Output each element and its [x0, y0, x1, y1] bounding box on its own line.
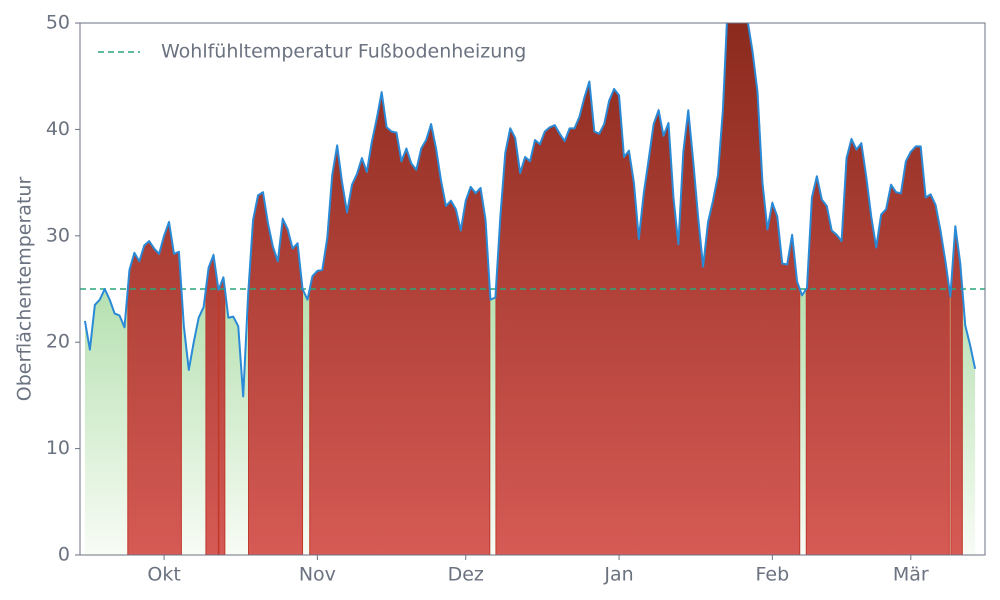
x-tick-label: Dez [448, 564, 484, 586]
y-tick-label: 40 [46, 118, 70, 140]
y-tick-label: 30 [46, 224, 70, 246]
x-tick-label: Mär [893, 564, 929, 586]
y-tick-label: 10 [46, 437, 70, 459]
y-axis-label: Oberflächentemperatur [14, 177, 36, 402]
y-tick-label: 50 [46, 12, 70, 34]
legend-label: Wohlfühltemperatur Fußbodenheizung [161, 41, 526, 63]
y-tick-label: 20 [46, 331, 70, 353]
area-above [218, 277, 226, 555]
plot-frame [79, 22, 986, 556]
y-tick-label: 0 [58, 544, 70, 566]
x-tick-label: Feb [756, 564, 790, 586]
x-tick-label: Nov [299, 564, 336, 586]
x-tick-label: Jan [603, 564, 633, 586]
area-above [127, 221, 182, 555]
plot-area [80, 23, 985, 555]
x-tick-label: Okt [147, 564, 180, 586]
area-above [205, 252, 219, 555]
axes: 0 10 20 30 40 50 Okt Nov Dez Jan Feb Mär Wohlfühltem… [46, 12, 929, 586]
data-line [83, 23, 977, 398]
